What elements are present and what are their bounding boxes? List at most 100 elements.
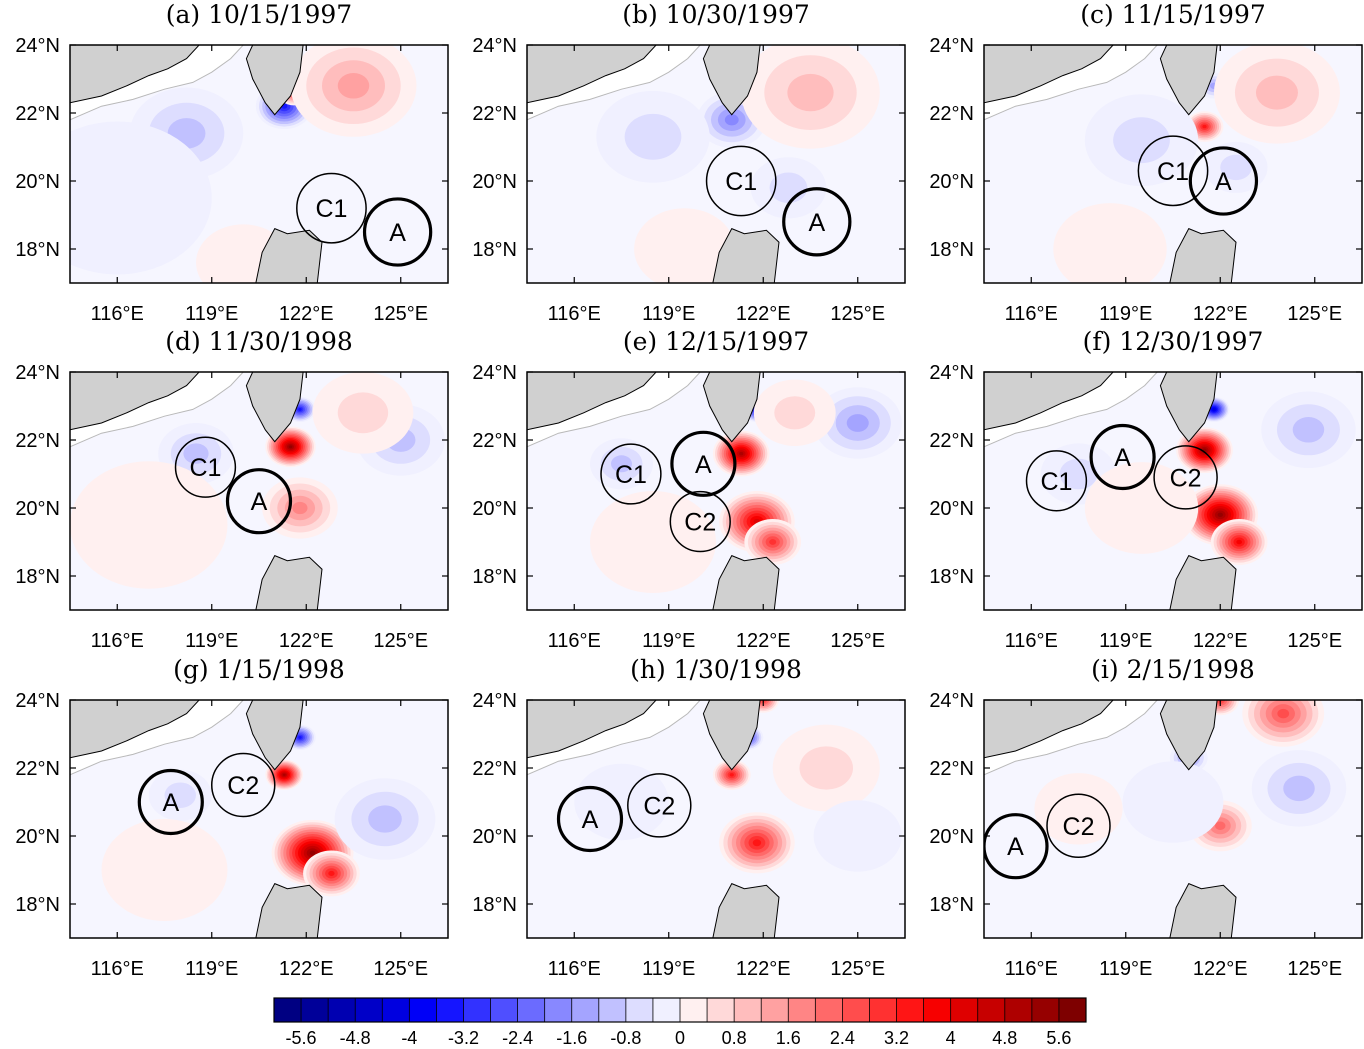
colorbar-label: 0.8 bbox=[722, 1028, 747, 1048]
eddy-label: C2 bbox=[1063, 813, 1095, 841]
lat-tick-label: 24°N bbox=[15, 35, 60, 57]
taiwan-island bbox=[1159, 45, 1218, 116]
colorbar-label: 5.6 bbox=[1046, 1028, 1071, 1048]
eddy-circle-c1 bbox=[600, 443, 662, 505]
lon-tick-label: 125°E bbox=[830, 630, 885, 652]
anomaly-contour bbox=[724, 114, 739, 126]
lat-tick-label: 22°N bbox=[472, 103, 517, 125]
anomaly-contour bbox=[799, 746, 854, 790]
lon-tick-label: 125°E bbox=[1287, 958, 1342, 980]
eddy-circle-a bbox=[1188, 146, 1259, 216]
eddy-circle-c2 bbox=[1153, 445, 1218, 510]
eddy-circle-c1 bbox=[1137, 135, 1209, 207]
map-panel: C1 A (d) 11/30/1998 116°E 119°E 122°E 125°E 18°… bbox=[15, 327, 449, 652]
lon-tick-label: 116°E bbox=[1005, 630, 1058, 652]
colorbar-bin bbox=[625, 998, 654, 1022]
colorbar-bin bbox=[788, 998, 816, 1022]
anomaly-contour bbox=[70, 461, 228, 589]
panel-title: (b) 10/30/1997 bbox=[622, 0, 810, 29]
lat-tick-label: 22°N bbox=[929, 430, 974, 452]
luzon-island bbox=[255, 554, 323, 610]
anomaly-contour bbox=[282, 773, 286, 776]
shelf-edge bbox=[70, 372, 244, 448]
map-panel: A C2 (g) 1/15/1998 116°E 119°E 122°E 125°E 18°N… bbox=[15, 655, 449, 980]
lat-tick-label: 24°N bbox=[929, 362, 974, 384]
panel-title: (e) 12/15/1997 bbox=[623, 327, 809, 356]
anomaly-contour bbox=[729, 773, 734, 777]
panel-title: (d) 11/30/1998 bbox=[165, 327, 353, 356]
eddy-circle-a bbox=[556, 785, 624, 853]
anomaly-contour bbox=[813, 800, 902, 872]
anomaly-contour bbox=[1236, 539, 1242, 545]
map-panel: C1 A C2 (e) 12/15/1997 116°E 119°E 122°E 125°E 1… bbox=[472, 327, 906, 652]
lat-tick-label: 24°N bbox=[472, 690, 517, 712]
eddy-circle-a bbox=[137, 768, 204, 836]
lon-tick-label: 125°E bbox=[830, 303, 885, 325]
lat-tick-label: 20°N bbox=[472, 498, 517, 520]
lat-tick-label: 18°N bbox=[15, 566, 60, 588]
anomaly-contour bbox=[1122, 761, 1224, 843]
lon-tick-label: 122°E bbox=[279, 958, 334, 980]
eddy-label: C2 bbox=[684, 509, 716, 537]
china-landmass bbox=[70, 372, 200, 431]
anomaly-contour bbox=[183, 443, 209, 464]
colorbar-bin bbox=[328, 998, 356, 1022]
anomaly-contour bbox=[292, 501, 308, 515]
colorbar-label: 3.2 bbox=[884, 1028, 909, 1048]
lon-tick-label: 125°E bbox=[373, 630, 428, 652]
panel-frame bbox=[983, 44, 1363, 284]
eddy-label: C2 bbox=[227, 772, 259, 800]
eddy-circle-a bbox=[1089, 423, 1156, 491]
colorbar-label: 0 bbox=[675, 1028, 685, 1048]
anomaly-contour bbox=[1277, 708, 1290, 719]
lat-tick-label: 22°N bbox=[929, 758, 974, 780]
colorbar-bin bbox=[680, 998, 708, 1022]
lon-tick-label: 122°E bbox=[736, 630, 791, 652]
shelf-edge bbox=[527, 45, 701, 121]
shelf-edge bbox=[70, 700, 244, 776]
eddy-label: C1 bbox=[189, 454, 221, 482]
colorbar-bin bbox=[409, 998, 437, 1022]
colorbar-bin bbox=[707, 998, 735, 1022]
colorbar: -5.6 -4.8 -4 -3.2 -2.4 -1.6 -0.8 0 0.8 1.6 2.4 3.2 4… bbox=[273, 997, 1087, 1048]
anomaly-contour bbox=[368, 805, 402, 833]
china-landmass bbox=[70, 45, 200, 104]
lon-tick-label: 119°E bbox=[642, 303, 695, 325]
taiwan-island bbox=[245, 372, 304, 443]
lon-tick-label: 125°E bbox=[373, 303, 428, 325]
colorbar-label: -2.4 bbox=[502, 1028, 533, 1048]
eddy-label: A bbox=[808, 209, 825, 237]
lat-tick-label: 20°N bbox=[929, 171, 974, 193]
panel-title: (g) 1/15/1998 bbox=[173, 655, 345, 684]
colorbar-bin bbox=[652, 998, 681, 1022]
lat-tick-label: 22°N bbox=[15, 103, 60, 125]
shelf-edge bbox=[984, 372, 1158, 448]
panel-title: (h) 1/30/1998 bbox=[630, 655, 802, 684]
panel-title: (f) 12/30/1997 bbox=[1083, 327, 1264, 356]
luzon-island bbox=[1169, 554, 1237, 610]
lat-tick-label: 22°N bbox=[15, 430, 60, 452]
lon-tick-label: 122°E bbox=[736, 958, 791, 980]
eddy-label: A bbox=[1007, 833, 1024, 861]
anomaly-contour bbox=[769, 539, 777, 545]
anomaly-contour bbox=[309, 850, 316, 856]
map-panel: C1 A (a) 10/15/1997 116°E 119°E 122°E 125°E 18°… bbox=[15, 0, 449, 325]
anomaly-contour bbox=[70, 121, 212, 275]
eddy-circle-c1 bbox=[1025, 450, 1088, 512]
eddy-circle-a bbox=[782, 187, 852, 257]
lat-tick-label: 18°N bbox=[472, 239, 517, 261]
taiwan-island bbox=[702, 700, 761, 771]
anomaly-contour bbox=[787, 73, 834, 112]
anomaly-contour bbox=[1212, 408, 1216, 411]
luzon-island bbox=[1169, 882, 1237, 938]
colorbar-bin bbox=[1031, 998, 1060, 1022]
anomaly-contour bbox=[1217, 512, 1223, 517]
taiwan-island bbox=[702, 372, 761, 443]
lon-tick-label: 119°E bbox=[642, 630, 695, 652]
lon-tick-label: 116°E bbox=[548, 630, 601, 652]
lon-tick-label: 122°E bbox=[279, 303, 334, 325]
colorbar-bin bbox=[517, 998, 546, 1022]
anomaly-contour bbox=[1202, 124, 1207, 129]
panel-frame bbox=[69, 371, 449, 611]
